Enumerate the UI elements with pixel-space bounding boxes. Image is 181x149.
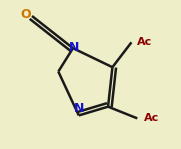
Text: Ac: Ac bbox=[137, 37, 153, 47]
Text: O: O bbox=[21, 8, 31, 21]
Text: Ac: Ac bbox=[144, 113, 159, 123]
Text: N: N bbox=[68, 41, 79, 54]
Text: N: N bbox=[74, 102, 84, 115]
